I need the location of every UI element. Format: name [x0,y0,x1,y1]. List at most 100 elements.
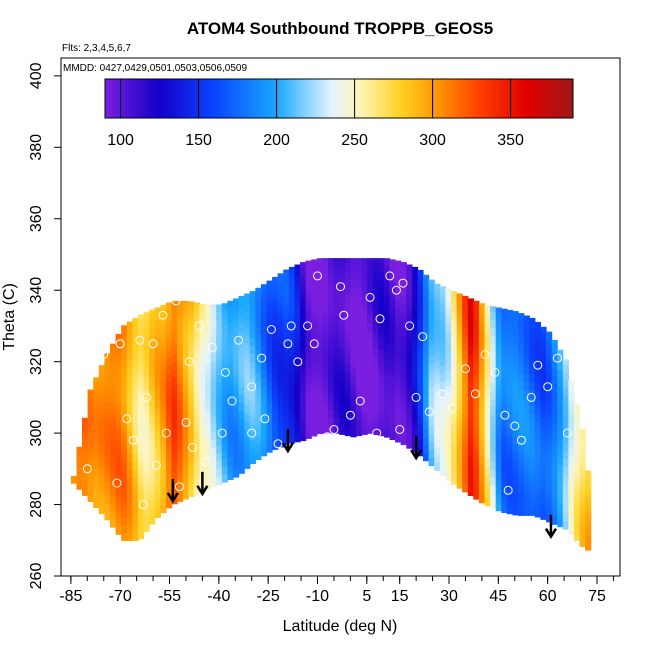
heatmap-cell [534,477,541,486]
heatmap-cell [428,449,435,459]
heatmap-cell [182,412,189,421]
heatmap-cell [294,402,301,411]
heatmap-cell [512,404,519,414]
heatmap-cell [389,352,396,362]
sample-point [309,339,319,349]
heatmap-cell [512,475,519,484]
heatmap-cell [328,370,335,379]
heatmap-cell [143,405,150,414]
heatmap-cell [322,260,329,269]
heatmap-cell [568,479,575,488]
heatmap-cell [557,400,564,410]
heatmap-cell [205,363,212,372]
sample-point [355,396,365,406]
heatmap-cell [350,334,357,343]
heatmap-cell [238,315,245,325]
heatmap-cell [534,422,541,431]
heatmap-cell [328,409,335,418]
heatmap-cell [283,365,290,375]
heatmap-cell [126,375,133,384]
heatmap-cell [400,295,407,304]
heatmap-cell [372,300,379,310]
heatmap-cell [193,368,200,377]
heatmap-cell [540,480,547,489]
heatmap-cell [300,291,307,300]
heatmap-cell [193,360,200,369]
heatmap-cell [518,444,525,453]
heatmap-cell [126,485,133,494]
heatmap-cell [501,441,508,451]
heatmap-cell [205,331,212,341]
heatmap-cell [551,339,558,344]
heatmap-cell [568,416,575,425]
heatmap-cell [372,332,379,341]
heatmap-cell [523,421,530,430]
heatmap-cell [171,417,178,426]
heatmap-cell [171,409,178,418]
heatmap-cell [344,262,351,272]
heatmap-cell [165,429,173,438]
heatmap-cell [551,484,558,494]
heatmap-cell [266,357,273,367]
heatmap-cell [255,317,262,327]
heatmap-cell [585,542,592,551]
heatmap-cell [512,365,519,374]
heatmap-cell [367,276,374,285]
heatmap-cell [110,487,117,497]
heatmap-cell [361,395,368,404]
heatmap-cell [193,305,200,314]
heatmap-cell [255,443,262,453]
heatmap-cell [266,334,273,343]
heatmap-cell [121,508,128,518]
heatmap-cell [417,416,424,425]
heatmap-cell [434,383,441,393]
heatmap-cell [188,465,195,474]
heatmap-cell [339,316,346,325]
heatmap-cell [149,309,156,313]
heatmap-cell [294,363,301,372]
heatmap-cell [445,432,452,442]
heatmap-cell [529,334,536,343]
heatmap-cell [339,387,346,396]
heatmap-cell [294,394,301,403]
heatmap-cell [462,365,469,375]
heatmap-cell [534,414,541,424]
heatmap-cell [333,307,340,316]
heatmap-cell [87,493,94,502]
heatmap-cell [98,427,105,436]
heatmap-cell [137,314,145,320]
heatmap-cell [495,487,502,496]
sample-point [82,464,92,474]
heatmap-cell [177,312,184,322]
heatmap-cell [249,416,256,425]
heatmap-cell [149,500,156,509]
heatmap-cell [467,346,474,355]
heatmap-cell [126,516,133,526]
sample-point [171,296,181,306]
heatmap-cell [518,397,525,406]
heatmap-cell [428,308,435,317]
heatmap-cell [506,466,514,475]
heatmap-cell [495,400,502,409]
heatmap-cell [104,370,111,379]
heatmap-cell [149,406,156,415]
heatmap-cell [473,404,480,414]
heatmap-cell [344,270,351,279]
heatmap-cell [82,417,89,426]
heatmap-cell [417,353,424,362]
heatmap-cell [283,310,290,320]
heatmap-cell [210,360,217,370]
heatmap-cell [478,321,486,331]
heatmap-cell [132,430,139,439]
heatmap-cell [316,315,323,324]
heatmap-cell [490,327,497,336]
heatmap-cell [110,354,117,363]
heatmap-cell [132,406,139,416]
heatmap-cell [451,429,458,438]
heatmap-cell [389,392,396,401]
heatmap-cell [177,320,184,329]
heatmap-cell [216,319,223,328]
heatmap-cell [473,467,480,476]
heatmap-cell [518,452,525,461]
heatmap-cell [445,299,452,308]
